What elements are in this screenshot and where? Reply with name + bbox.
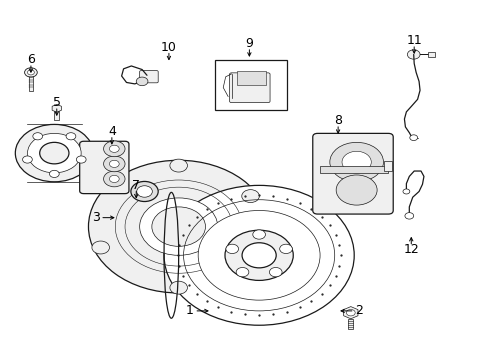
Circle shape: [103, 156, 125, 172]
Circle shape: [241, 190, 259, 203]
Circle shape: [335, 175, 376, 205]
Text: 10: 10: [161, 41, 177, 54]
Circle shape: [346, 310, 354, 316]
Text: 7: 7: [132, 179, 140, 192]
Circle shape: [224, 230, 293, 280]
Circle shape: [88, 160, 268, 293]
Circle shape: [24, 68, 37, 77]
Circle shape: [233, 260, 250, 272]
Circle shape: [341, 151, 370, 173]
Circle shape: [152, 207, 205, 246]
Circle shape: [103, 171, 125, 187]
Circle shape: [40, 142, 69, 164]
Circle shape: [76, 156, 86, 163]
Circle shape: [49, 170, 59, 177]
Bar: [347, 319, 352, 329]
Bar: [427, 52, 434, 57]
Circle shape: [169, 159, 187, 172]
Circle shape: [131, 181, 158, 202]
Text: 2: 2: [354, 305, 362, 318]
FancyBboxPatch shape: [229, 73, 269, 103]
Circle shape: [136, 77, 148, 86]
Circle shape: [33, 133, 42, 140]
Text: 4: 4: [108, 125, 116, 138]
Circle shape: [15, 125, 93, 182]
Bar: [54, 107, 59, 120]
FancyBboxPatch shape: [80, 141, 129, 194]
Circle shape: [103, 141, 125, 157]
Circle shape: [169, 281, 187, 294]
Circle shape: [109, 145, 119, 152]
FancyBboxPatch shape: [140, 71, 158, 83]
Circle shape: [329, 142, 383, 182]
Circle shape: [109, 175, 119, 183]
Circle shape: [404, 213, 413, 219]
Circle shape: [66, 133, 76, 140]
Bar: [320, 166, 387, 173]
Circle shape: [109, 160, 119, 167]
Polygon shape: [52, 104, 61, 112]
Bar: [384, 161, 391, 171]
Text: 12: 12: [403, 243, 418, 256]
Text: 8: 8: [333, 114, 342, 127]
Text: 11: 11: [406, 34, 421, 48]
Bar: [29, 74, 33, 91]
Circle shape: [236, 267, 248, 277]
Circle shape: [140, 198, 217, 255]
Text: 5: 5: [53, 96, 61, 109]
Text: 3: 3: [92, 211, 100, 224]
Circle shape: [27, 70, 34, 75]
Bar: [215, 60, 287, 110]
Circle shape: [27, 134, 81, 173]
Circle shape: [279, 244, 292, 253]
Circle shape: [163, 185, 353, 325]
Text: 9: 9: [245, 37, 253, 50]
FancyBboxPatch shape: [312, 134, 392, 214]
Bar: [237, 71, 265, 85]
Circle shape: [198, 211, 320, 300]
Text: 1: 1: [185, 305, 193, 318]
Circle shape: [22, 156, 32, 163]
Circle shape: [407, 50, 419, 59]
Circle shape: [402, 189, 409, 194]
Circle shape: [92, 241, 109, 254]
Circle shape: [137, 186, 152, 197]
Circle shape: [269, 267, 282, 277]
Text: 6: 6: [27, 53, 35, 66]
Circle shape: [252, 230, 265, 239]
Circle shape: [242, 243, 276, 268]
Polygon shape: [343, 307, 357, 319]
Circle shape: [409, 135, 417, 140]
Circle shape: [225, 244, 238, 253]
